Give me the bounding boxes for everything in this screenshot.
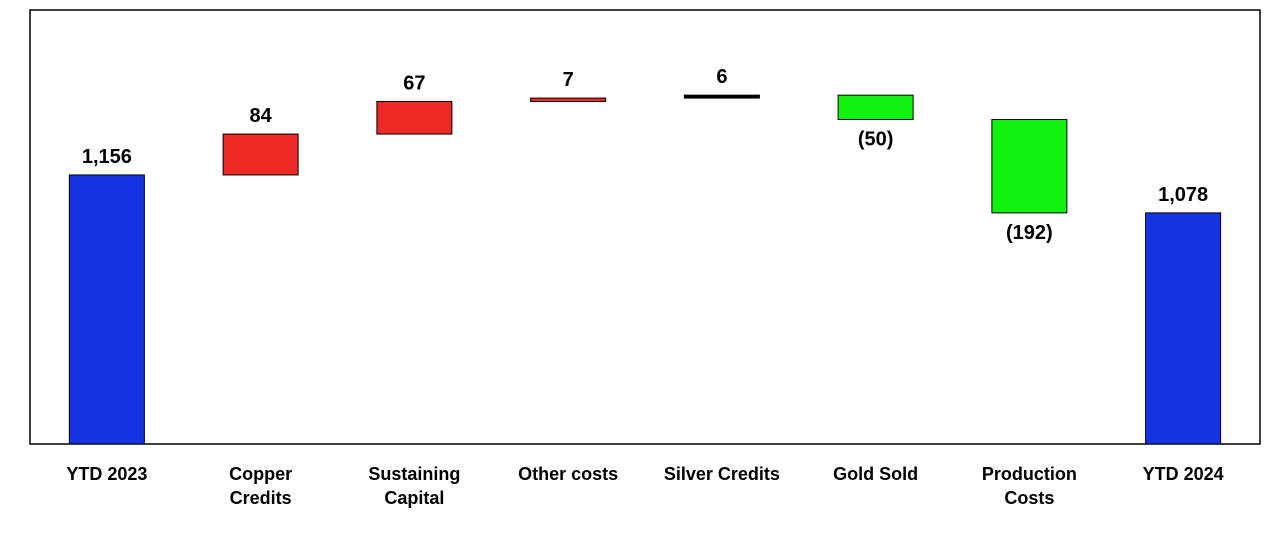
x-tick-label: Gold Sold (833, 464, 919, 484)
x-tick-label: Sustaining Capital (368, 464, 461, 508)
bar (222, 133, 299, 176)
plot-frame (29, 9, 1261, 445)
x-tick-label: Production Costs (981, 464, 1077, 508)
x-tick-label: Silver Credits (663, 464, 780, 484)
x-tick-label: Other costs (518, 464, 619, 484)
bar (837, 94, 914, 120)
value-label: 7 (563, 69, 574, 91)
value-label: 1,078 (1158, 184, 1208, 206)
value-label: (50) (858, 128, 894, 150)
x-tick-label: Copper Credits (229, 464, 293, 508)
bar (991, 118, 1068, 214)
value-label: 1,156 (82, 146, 132, 168)
value-label: 67 (403, 72, 425, 94)
value-label: (192) (1006, 222, 1053, 244)
bar (376, 100, 453, 135)
bar (530, 97, 607, 102)
value-label: 84 (250, 105, 273, 127)
x-tick-label: YTD 2024 (1142, 464, 1224, 484)
value-label: 6 (716, 66, 727, 88)
x-tick-label: YTD 2023 (66, 464, 148, 484)
bar (68, 174, 145, 445)
bar (683, 94, 760, 99)
bar (1145, 212, 1222, 445)
